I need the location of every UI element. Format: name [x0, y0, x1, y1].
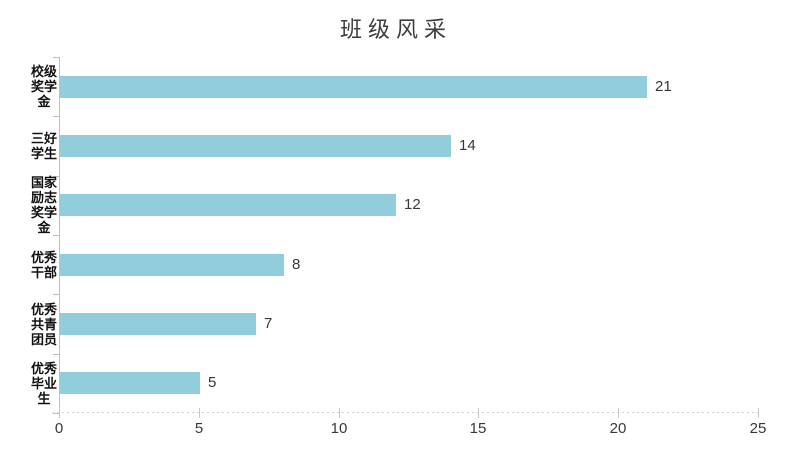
category-label: 校级 奖学 金 [30, 64, 57, 109]
y-axis-tick [53, 176, 59, 177]
bar-value-label: 21 [655, 78, 672, 95]
bar [60, 254, 284, 276]
x-tick [199, 408, 200, 418]
x-axis-line [52, 412, 762, 413]
bar-value-label: 12 [404, 196, 421, 213]
bar [60, 194, 396, 216]
x-tick-label: 25 [749, 420, 767, 437]
y-axis-tick [53, 354, 59, 355]
x-tick [618, 408, 619, 418]
y-axis-tick [53, 57, 59, 58]
y-axis-tick [53, 294, 59, 295]
y-axis-line [59, 57, 60, 413]
bar-value-label: 14 [459, 137, 476, 154]
x-tick-label: 20 [609, 420, 627, 437]
x-tick-label: 0 [54, 420, 64, 437]
x-tick-label: 10 [330, 420, 348, 437]
x-tick [339, 408, 340, 418]
chart-title: 班级风采 [339, 17, 452, 42]
category-label: 优秀 干部 [30, 250, 57, 280]
bar-value-label: 5 [208, 374, 217, 391]
x-tick [478, 408, 479, 418]
bar [60, 76, 647, 98]
y-axis-tick [53, 413, 59, 414]
bar-value-label: 7 [264, 315, 273, 332]
bar [60, 372, 200, 394]
bar-value-label: 8 [292, 256, 301, 273]
y-axis-tick [53, 116, 59, 117]
y-axis-tick [53, 235, 59, 236]
bar [60, 313, 256, 335]
category-label: 三好 学生 [30, 131, 57, 161]
x-tick-label: 15 [469, 420, 487, 437]
x-tick [59, 408, 60, 418]
category-label: 优秀 共青 团员 [30, 302, 57, 347]
x-tick-label: 5 [194, 420, 204, 437]
x-tick [758, 408, 759, 418]
bar [60, 135, 451, 157]
category-label: 优秀 毕业 生 [30, 361, 57, 406]
category-label: 国家 励志 奖学 金 [30, 175, 57, 235]
